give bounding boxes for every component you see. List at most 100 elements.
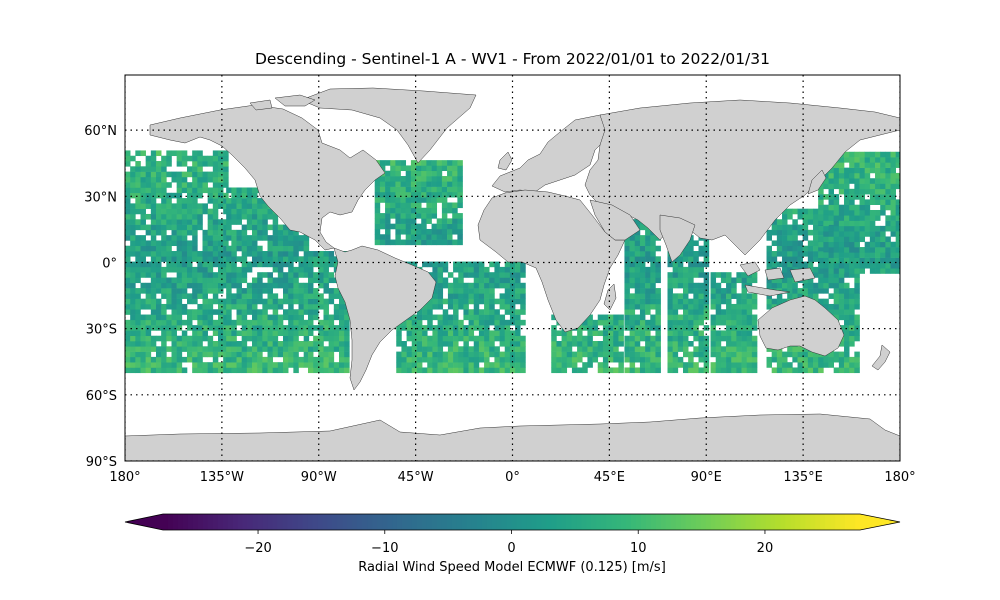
wind-cell <box>771 251 778 257</box>
wind-cell <box>833 231 840 237</box>
wind-cell <box>582 325 588 331</box>
wind-cell <box>859 252 865 258</box>
wind-cell <box>192 198 198 204</box>
wind-cell <box>202 346 208 352</box>
wind-cell <box>499 282 506 289</box>
wind-cell <box>602 351 609 358</box>
wind-cell <box>262 356 268 363</box>
wind-cell <box>231 341 237 347</box>
wind-cell <box>478 356 485 363</box>
wind-cell <box>792 261 798 268</box>
wind-cell <box>187 335 193 342</box>
wind-cell <box>187 229 193 236</box>
wind-cell <box>792 245 798 252</box>
wind-cell <box>411 330 418 337</box>
wind-cell <box>613 335 619 342</box>
wind-cell <box>202 176 208 183</box>
wind-cell <box>202 161 208 167</box>
wind-cell <box>667 261 673 268</box>
wind-cell <box>849 188 855 195</box>
wind-cell <box>849 167 855 174</box>
wind-cell <box>252 351 258 358</box>
wind-cell <box>303 335 310 342</box>
wind-cell <box>478 314 485 321</box>
wind-cell <box>212 235 219 241</box>
wind-cell <box>406 319 413 326</box>
wind-cell <box>125 298 131 305</box>
wind-cell <box>218 161 224 167</box>
wind-cell <box>645 356 651 363</box>
wind-cell <box>218 282 224 289</box>
wind-cell <box>437 298 444 305</box>
wind-cell <box>436 170 443 177</box>
wind-cell <box>432 367 438 374</box>
wind-cell <box>618 356 624 363</box>
wind-cell <box>468 272 475 278</box>
wind-cell <box>231 293 237 299</box>
wind-cell <box>849 309 855 315</box>
wind-cell <box>181 272 188 278</box>
wind-cell <box>452 207 458 214</box>
wind-cell <box>192 182 198 188</box>
wind-cell <box>797 288 803 294</box>
wind-cell <box>223 314 229 321</box>
wind-cell <box>236 229 242 236</box>
wind-cell <box>838 257 845 264</box>
gridlines <box>125 75 900 461</box>
wind-cell <box>277 367 284 374</box>
wind-cell <box>385 218 391 224</box>
wind-cell <box>504 266 511 273</box>
wind-cell <box>587 319 593 326</box>
wind-cell <box>650 303 656 310</box>
wind-cell <box>838 298 845 305</box>
wind-cell <box>634 235 641 241</box>
wind-cell <box>551 367 557 374</box>
wind-cell <box>135 356 141 363</box>
wind-cell <box>395 218 401 224</box>
wind-cell <box>683 245 689 252</box>
wind-cell <box>374 197 381 203</box>
wind-cell <box>587 356 593 363</box>
wind-cell <box>818 245 824 252</box>
wind-cell <box>731 293 737 299</box>
wind-cell <box>171 219 177 225</box>
wind-cell <box>223 351 229 358</box>
wind-cell <box>693 362 699 368</box>
wind-cell <box>283 356 289 363</box>
wind-cell <box>582 367 588 374</box>
wind-cell <box>401 367 407 374</box>
wind-cell <box>140 235 146 241</box>
wind-cell <box>509 272 516 278</box>
wind-cell <box>499 330 506 337</box>
wind-cell <box>473 346 480 352</box>
wind-cell <box>473 362 480 368</box>
wind-cell <box>520 298 526 305</box>
wind-cell <box>328 351 335 358</box>
wind-cell <box>797 346 803 352</box>
wind-cell <box>252 314 258 321</box>
colorbar-segment <box>705 514 712 530</box>
wind-cell <box>854 188 860 195</box>
wind-cell <box>478 282 485 289</box>
wind-cell <box>257 219 263 225</box>
wind-cell <box>130 229 136 236</box>
wind-cell <box>135 182 141 188</box>
wind-cell <box>520 341 526 347</box>
wind-cell <box>608 314 614 321</box>
wind-cell <box>176 341 183 347</box>
wind-cell <box>844 298 850 305</box>
wind-cell <box>844 257 850 264</box>
wind-cell <box>197 219 203 225</box>
colorbar-segment <box>471 514 478 530</box>
wind-cell <box>463 362 469 368</box>
wind-cell <box>720 362 727 368</box>
wind-cell <box>859 209 865 216</box>
wind-cell <box>698 266 704 273</box>
wind-cell <box>458 288 464 294</box>
wind-cell <box>838 172 845 179</box>
wind-cell <box>437 319 444 326</box>
wind-cell <box>218 166 224 172</box>
wind-cell <box>252 298 258 305</box>
wind-cell <box>515 341 521 347</box>
wind-cell <box>818 298 824 305</box>
